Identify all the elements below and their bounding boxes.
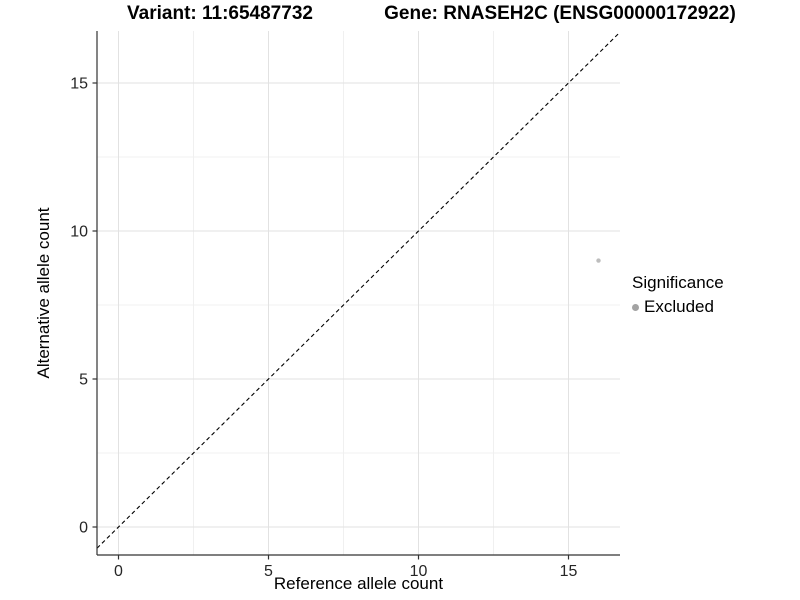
legend-item-label: Excluded [644,297,714,316]
legend-item-excluded: Excluded [632,297,724,317]
tick-label-y: 10 [70,224,88,241]
tick-label-x: 15 [560,563,578,580]
tick-label-y: 5 [79,372,88,389]
tick-label-x: 5 [264,563,273,580]
tick-label-x: 0 [114,563,123,580]
excluded-point-icon [632,303,639,311]
title-variant: Variant: 11:65487732 [127,3,313,24]
legend: Significance Excluded [632,273,724,317]
legend-title: Significance [632,273,724,292]
tick-label-y: 0 [79,520,88,537]
y-axis-title: Alternative allele count [34,207,53,379]
title-gene: Gene: RNASEH2C (ENSG00000172922) [384,3,736,24]
x-axis-title: Reference allele count [273,574,444,593]
data-point [596,258,601,263]
tick-label-y: 15 [70,76,88,93]
identity-line [96,31,621,549]
tick-label-x: 10 [410,563,428,580]
